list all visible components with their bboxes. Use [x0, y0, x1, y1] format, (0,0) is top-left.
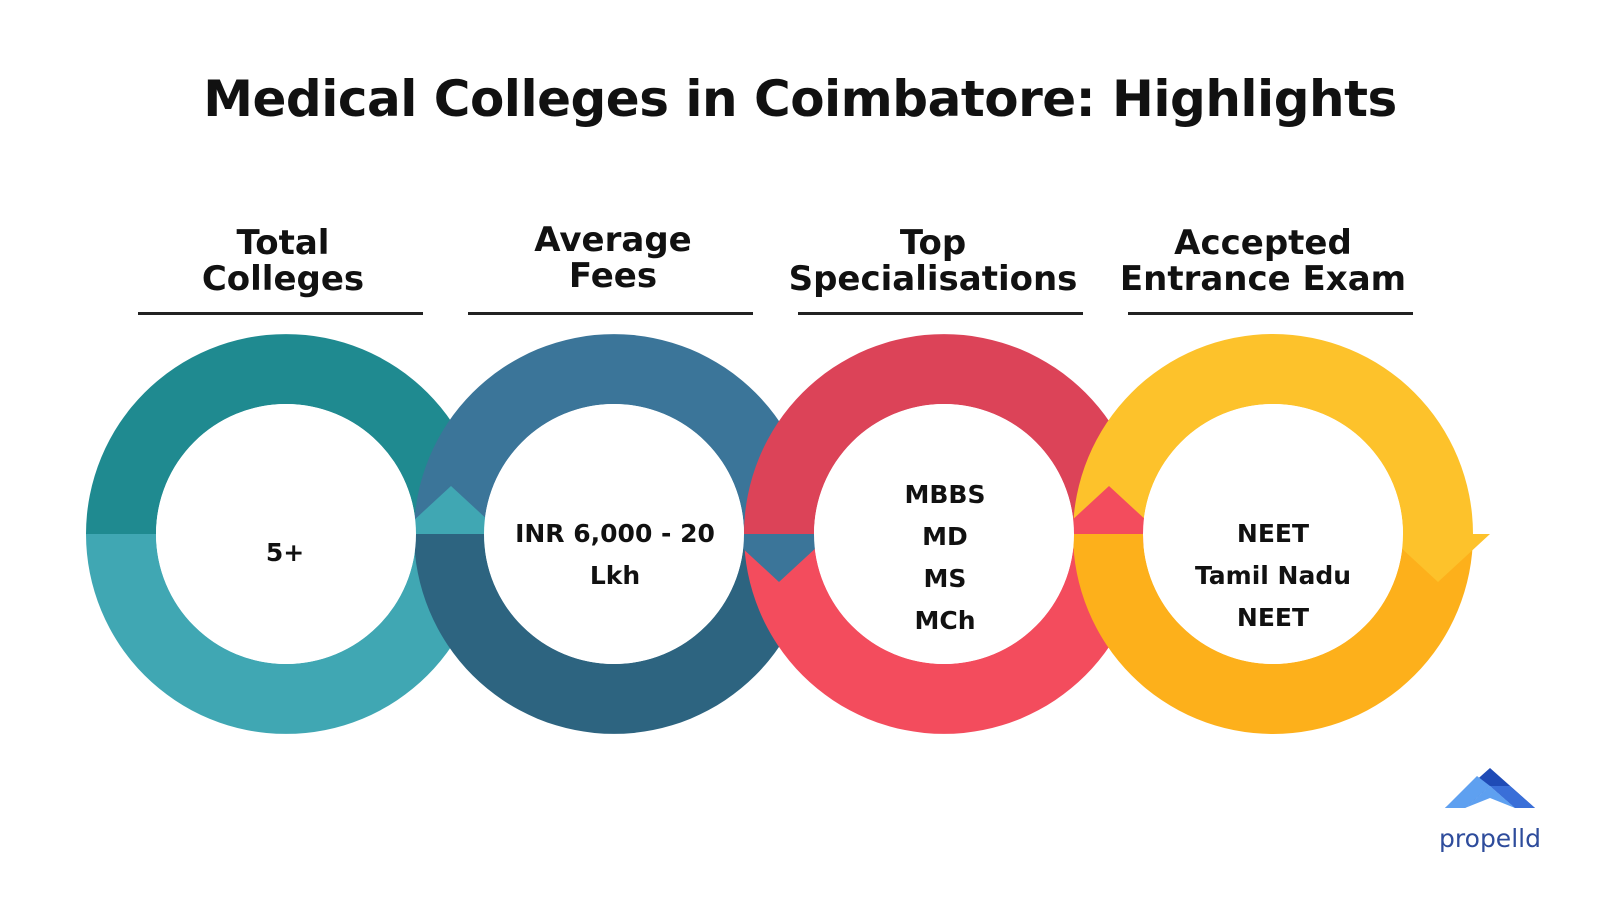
propelld-logo-icon [1445, 768, 1535, 808]
page-title: Medical Colleges in Coimbatore: Highligh… [203, 70, 1397, 128]
arrow-up-icon [1057, 486, 1161, 534]
heading-underline [1128, 312, 1413, 315]
arrow-down-icon [727, 534, 831, 582]
ring-inner-disc [1143, 404, 1403, 664]
ring-inner-disc [484, 404, 744, 664]
circle-value-entrance-exam: NEET Tamil Nadu NEET [1194, 519, 1352, 632]
heading-total-colleges: Total Colleges [201, 223, 365, 299]
circle-value-average-fees: INR 6,000 - 20 Lkh [515, 519, 715, 590]
heading-average-fees: Average Fees [534, 220, 692, 296]
ring-bottom-half [1073, 534, 1473, 734]
ring-inner-disc [814, 404, 1074, 664]
heading-underline [468, 312, 753, 315]
ring-top-half [1073, 334, 1473, 534]
heading-accepted-entrance-exam: Accepted Entrance Exam [1119, 223, 1407, 299]
ring-top-half [744, 334, 1144, 534]
ring-inner-disc [156, 404, 416, 664]
arrow-up-icon [399, 486, 503, 534]
propelld-logo-text: propelld [1439, 824, 1541, 853]
ring-bottom-half [414, 534, 814, 734]
circle-value-total-colleges: 5+ [265, 538, 305, 567]
circle-value-specialisations: MBBS MD MS MCh [904, 480, 986, 635]
ring-top-half [414, 334, 814, 534]
heading-top-specialisations: Top Specialisations [788, 223, 1078, 299]
ring-top-half [86, 334, 486, 534]
ring-bottom-half [744, 534, 1144, 734]
arrow-down-icon [1386, 534, 1490, 582]
heading-underline [798, 312, 1083, 315]
ring-bottom-half [86, 534, 486, 734]
heading-underline [138, 312, 423, 315]
